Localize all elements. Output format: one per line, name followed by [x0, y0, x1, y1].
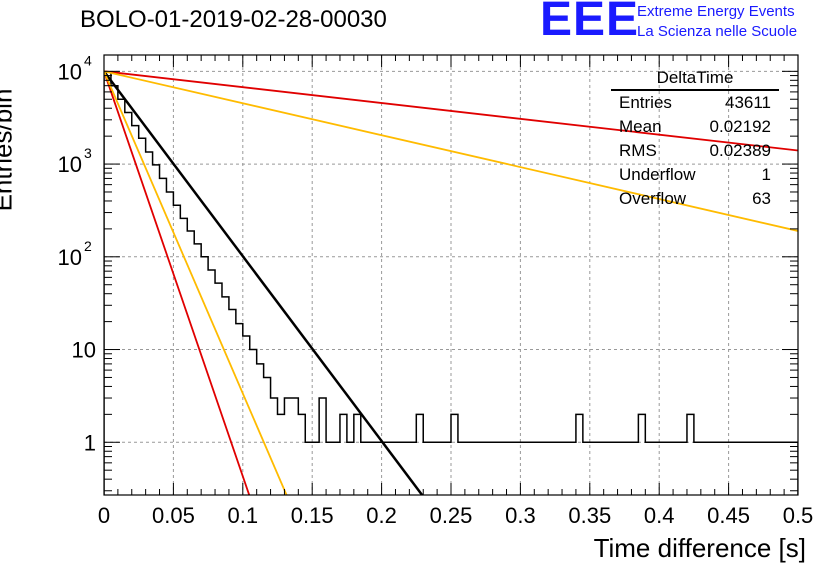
histogram-series	[104, 71, 798, 495]
y-tick-label: 10	[72, 338, 96, 363]
stats-value: 43611	[724, 93, 771, 112]
stats-value: 1	[761, 165, 771, 184]
y-tick-exponent: 4	[84, 52, 92, 68]
stats-label: Mean	[619, 117, 662, 136]
stats-value: 63	[752, 189, 771, 208]
stats-label: RMS	[619, 141, 657, 160]
x-tick-label: 0.1	[228, 503, 259, 528]
x-tick-label: 0.4	[644, 503, 675, 528]
y-tick-exponent: 3	[84, 145, 92, 161]
stats-row: RMS 0.02389	[611, 141, 779, 165]
stats-row: Overflow 63	[611, 189, 779, 213]
x-tick-label: 0.2	[366, 503, 397, 528]
fit-line-red	[104, 70, 798, 152]
x-axis-label: Time difference [s]	[593, 533, 806, 563]
stats-value: 0.02192	[709, 117, 771, 136]
fit-line-black	[104, 70, 424, 495]
x-tick-label: 0.05	[152, 503, 195, 528]
chart-title: BOLO-01-2019-02-28-00030	[80, 6, 387, 33]
x-tick-label: 0.15	[291, 503, 334, 528]
stats-label: Entries	[619, 93, 672, 112]
y-tick-label: 10	[58, 245, 82, 270]
x-tick-label: 0	[98, 503, 110, 528]
fit-line-red	[104, 71, 251, 495]
stats-title: DeltaTime	[611, 68, 779, 91]
logo-line-1: Extreme Energy Events	[637, 3, 795, 20]
x-tick-label: 0.5	[783, 503, 814, 528]
fit-line-orange	[104, 70, 798, 232]
stats-box: DeltaTime Entries 43611 Mean 0.02192 RMS 0.02…	[611, 68, 779, 213]
y-axis-label-text: Entries/bin	[0, 88, 18, 212]
x-tick-label: 0.3	[505, 503, 536, 528]
logo-line-2: La Scienza nelle Scuole	[637, 23, 798, 40]
stats-row: Mean 0.02192	[611, 117, 779, 141]
x-tick-label: 0.45	[707, 503, 750, 528]
stats-row: Underflow 1	[611, 165, 779, 189]
y-tick-label: 10	[58, 152, 82, 177]
stats-value: 0.02389	[709, 141, 771, 160]
y-tick-exponent: 2	[84, 238, 92, 254]
x-tick-label: 0.35	[568, 503, 611, 528]
stats-row: Entries 43611	[611, 93, 779, 117]
eee-logo-icon: EEE	[540, 0, 640, 46]
fit-line-orange	[104, 70, 288, 495]
y-tick-label: 10	[58, 59, 82, 84]
y-tick-label: 1	[84, 430, 96, 455]
stats-label: Overflow	[619, 189, 687, 208]
x-tick-label: 0.25	[430, 503, 473, 528]
stats-label: Underflow	[619, 165, 696, 184]
stats-rows: Entries 43611 Mean 0.02192 RMS 0.02389 Underfl…	[611, 93, 779, 213]
